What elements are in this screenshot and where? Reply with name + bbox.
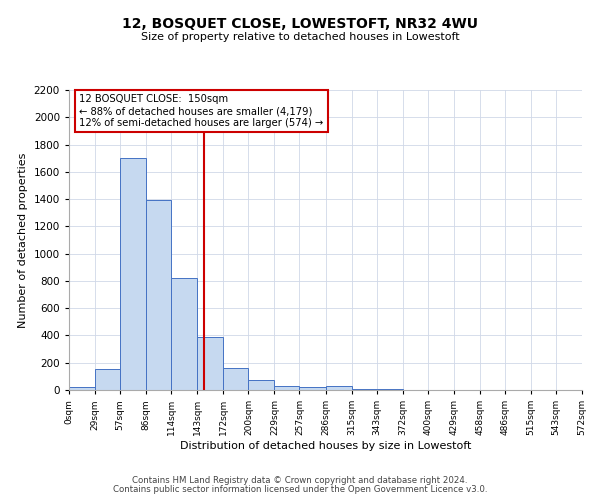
Bar <box>274 386 299 390</box>
Bar <box>299 388 326 390</box>
X-axis label: Distribution of detached houses by size in Lowestoft: Distribution of detached houses by size … <box>180 441 471 451</box>
Bar <box>171 278 197 390</box>
Bar <box>325 386 352 390</box>
Text: Contains HM Land Registry data © Crown copyright and database right 2024.: Contains HM Land Registry data © Crown c… <box>132 476 468 485</box>
Bar <box>146 200 171 390</box>
Bar <box>120 158 146 390</box>
Y-axis label: Number of detached properties: Number of detached properties <box>18 152 28 328</box>
Text: Contains public sector information licensed under the Open Government Licence v3: Contains public sector information licen… <box>113 485 487 494</box>
Bar <box>197 337 223 390</box>
Text: Size of property relative to detached houses in Lowestoft: Size of property relative to detached ho… <box>140 32 460 42</box>
Text: 12 BOSQUET CLOSE:  150sqm
← 88% of detached houses are smaller (4,179)
12% of se: 12 BOSQUET CLOSE: 150sqm ← 88% of detach… <box>79 94 323 128</box>
Text: 12, BOSQUET CLOSE, LOWESTOFT, NR32 4WU: 12, BOSQUET CLOSE, LOWESTOFT, NR32 4WU <box>122 18 478 32</box>
Bar <box>223 368 248 390</box>
Bar <box>69 388 95 390</box>
Bar <box>95 369 120 390</box>
Bar <box>248 380 274 390</box>
